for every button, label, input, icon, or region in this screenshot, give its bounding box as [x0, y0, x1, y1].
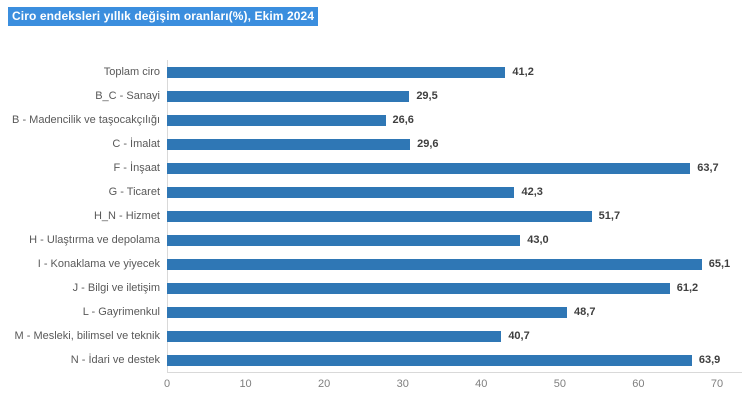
bar — [167, 330, 502, 342]
bar — [167, 90, 410, 102]
chart-bar-row: N - İdari ve destek 63,9 — [0, 348, 742, 372]
chart-bar-row: I - Konaklama ve yiyecek 65,1 — [0, 252, 742, 276]
page-title: Ciro endeksleri yıllık değişim oranları(… — [8, 7, 319, 26]
chart-bar-row: L - Gayrimenkul 48,7 — [0, 300, 742, 324]
x-tick-label: 10 — [239, 378, 252, 390]
category-label: H - Ulaştırma ve depolama — [29, 234, 160, 246]
value-label: 48,7 — [574, 306, 596, 318]
category-label: N - İdari ve destek — [70, 354, 160, 366]
x-axis: 0 10 20 30 40 50 60 70 — [163, 376, 723, 396]
category-label: L - Gayrimenkul — [82, 306, 160, 318]
value-label: 65,1 — [708, 258, 731, 270]
value-label: 40,7 — [508, 330, 530, 342]
bar-track: 63,9 — [167, 348, 742, 372]
value-label: 51,7 — [598, 210, 621, 222]
x-tick-label: 30 — [396, 378, 409, 390]
bar-track: 29,6 — [167, 132, 742, 156]
chart-bar-row: F - İnşaat 63,7 — [0, 156, 742, 180]
chart-title: Ciro endeksleri yıllık değişim oranları(… — [8, 7, 319, 26]
value-label: 43,0 — [527, 234, 549, 246]
bar-chart: Toplam ciro 41,2 B_C - Sanayi 29,5 B - Maden… — [0, 60, 750, 400]
bar — [167, 306, 568, 318]
x-tick-label: 0 — [163, 378, 171, 390]
bar-track: 51,7 — [167, 204, 742, 228]
bar — [167, 282, 670, 294]
bar-track: 41,2 — [167, 60, 742, 84]
chart-bar-row: Toplam ciro 41,2 — [0, 60, 742, 84]
x-tick-label: 70 — [710, 378, 724, 390]
x-tick-label: 20 — [318, 378, 331, 390]
chart-bar-row: H - Ulaştırma ve depolama 43,0 — [0, 228, 742, 252]
value-label: 29,5 — [416, 90, 438, 102]
category-label: Toplam ciro — [103, 66, 160, 78]
x-tick-label: 50 — [553, 378, 566, 390]
value-label: 26,6 — [392, 114, 414, 126]
category-label: B - Madencilik ve taşocakçılığı — [12, 114, 160, 126]
category-label: B_C - Sanayi — [95, 90, 160, 102]
category-label: C - İmalat — [112, 138, 160, 150]
bar-track: 43,0 — [167, 228, 742, 252]
category-label: M - Mesleki, bilimsel ve teknik — [14, 330, 160, 342]
value-label: 63,9 — [698, 354, 721, 366]
bar — [167, 114, 386, 126]
bar-track: 29,5 — [167, 84, 742, 108]
category-label: F - İnşaat — [113, 162, 160, 174]
chart-bar-row: J - Bilgi ve iletişim 61,2 — [0, 276, 742, 300]
chart-bar-row: M - Mesleki, bilimsel ve teknik 40,7 — [0, 324, 742, 348]
x-tick-label: 60 — [632, 378, 645, 390]
bar — [167, 138, 411, 150]
value-label: 42,3 — [521, 186, 543, 198]
bar — [167, 162, 691, 174]
bar — [167, 66, 506, 78]
chart-bar-row: H_N - Hizmet 51,7 — [0, 204, 742, 228]
chart-bar-row: G - Ticaret 42,3 — [0, 180, 742, 204]
bar-track: 26,6 — [167, 108, 742, 132]
bar — [167, 234, 521, 246]
chart-bar-row: C - İmalat 29,6 — [0, 132, 742, 156]
bar-track: 65,1 — [167, 252, 742, 276]
bar — [167, 258, 702, 270]
chart-bar-row: B_C - Sanayi 29,5 — [0, 84, 742, 108]
bar — [167, 210, 592, 222]
value-label: 41,2 — [512, 66, 534, 78]
category-label: I - Konaklama ve yiyecek — [37, 258, 160, 270]
value-label: 29,6 — [417, 138, 439, 150]
category-label: G - Ticaret — [108, 186, 160, 198]
category-label: H_N - Hizmet — [93, 210, 160, 222]
bar-track: 40,7 — [167, 324, 742, 348]
bar-track: 42,3 — [167, 180, 742, 204]
bar-track: 48,7 — [167, 300, 742, 324]
bar-track: 63,7 — [167, 156, 742, 180]
bar-rows: Toplam ciro 41,2 B_C - Sanayi 29,5 B - Maden… — [0, 60, 742, 372]
category-label: J - Bilgi ve iletişim — [72, 282, 160, 294]
bar — [167, 186, 515, 198]
bar-track: 61,2 — [167, 276, 742, 300]
x-tick-label: 40 — [475, 378, 488, 390]
x-axis-line — [167, 372, 742, 373]
value-label: 63,7 — [697, 162, 719, 174]
chart-bar-row: B - Madencilik ve taşocakçılığı 26,6 — [0, 108, 742, 132]
value-label: 61,2 — [676, 282, 699, 294]
bar — [167, 354, 692, 366]
